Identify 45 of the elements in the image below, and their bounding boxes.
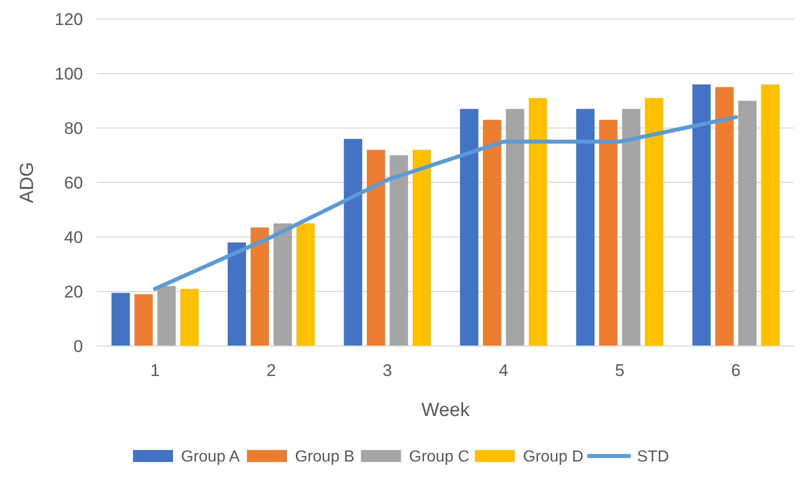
bar <box>228 242 246 346</box>
bar <box>692 84 711 346</box>
x-tick-label: 4 <box>498 361 508 380</box>
y-tick-label: 40 <box>64 228 83 247</box>
line-series <box>153 115 738 291</box>
bar <box>134 294 153 346</box>
bar <box>506 108 524 346</box>
y-tick-label: 60 <box>64 173 83 192</box>
x-tick-label: 2 <box>266 361 276 380</box>
legend-label: Group A <box>181 448 240 466</box>
legend-label: Group D <box>523 448 584 466</box>
x-axis-title: Week <box>421 400 470 421</box>
bar <box>599 120 618 346</box>
y-tick-label: 120 <box>54 10 83 29</box>
bar <box>482 120 502 346</box>
bar <box>715 87 734 346</box>
legend-label: STD <box>637 448 669 466</box>
bar <box>274 223 292 346</box>
y-tick-label: 100 <box>54 64 83 84</box>
bar <box>296 223 315 346</box>
bar <box>112 292 130 346</box>
bar <box>738 100 757 346</box>
y-tick-label: 20 <box>64 282 83 302</box>
bar <box>622 108 640 346</box>
bar <box>250 227 269 346</box>
bar <box>390 155 408 346</box>
bar <box>157 286 176 346</box>
y-axis-title: ADG <box>17 162 38 204</box>
bar <box>576 108 595 346</box>
bar <box>528 98 548 346</box>
bar <box>644 98 664 346</box>
bar <box>344 138 362 346</box>
legend-label: Group C <box>409 448 470 466</box>
bar <box>460 108 478 346</box>
x-tick-label: 3 <box>382 361 392 380</box>
bar <box>366 150 386 346</box>
y-tick-label: 80 <box>64 118 83 138</box>
bar <box>180 288 199 346</box>
legend-label: Group B <box>295 448 355 466</box>
x-tick-label: 5 <box>615 361 624 380</box>
bar <box>412 150 431 346</box>
x-tick-label: 1 <box>150 361 160 380</box>
y-tick-label: 0 <box>74 336 83 356</box>
x-tick-label: 6 <box>731 361 741 380</box>
bar <box>761 84 780 346</box>
